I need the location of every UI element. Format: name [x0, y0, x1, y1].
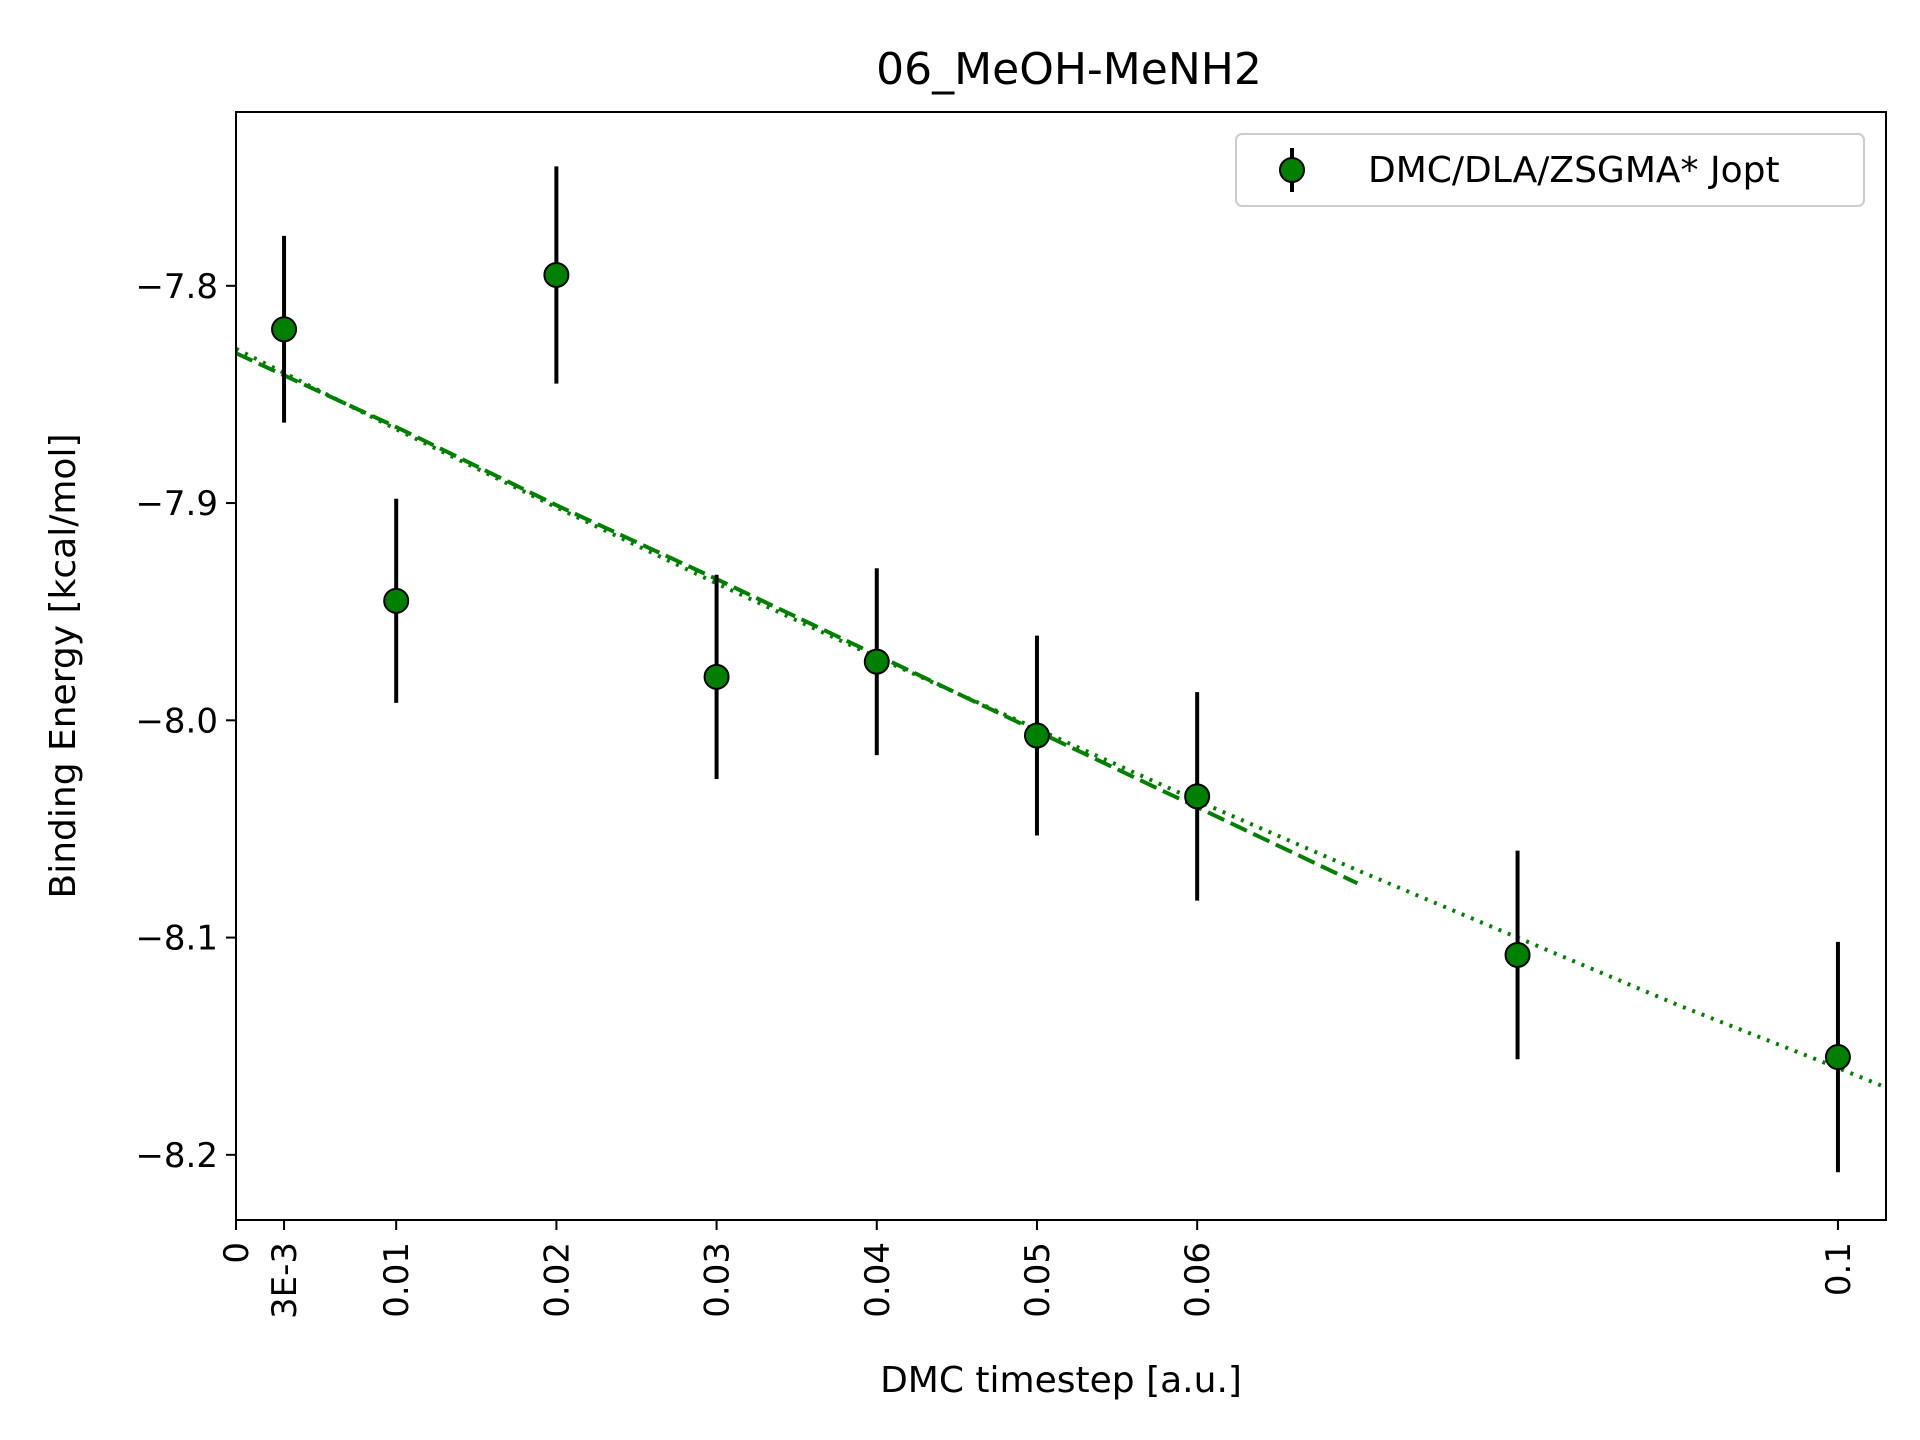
legend-label: DMC/DLA/ZSGMA* Jopt: [1368, 150, 1780, 191]
plot-frame: [235, 111, 1887, 1221]
y-tick-label: −8.2: [135, 1136, 218, 1176]
x-tick-label: 0.03: [698, 1242, 738, 1318]
y-axis: −7.8 −7.9 −8.0 −8.1 −8.2: [135, 267, 236, 1176]
y-tick-label: −7.9: [135, 484, 218, 524]
data-point: [1023, 722, 1050, 749]
data-point: [543, 261, 570, 288]
y-tick-label: −8.1: [135, 919, 218, 959]
x-tick-label: 0.1: [1819, 1242, 1859, 1296]
data-point: [271, 316, 298, 343]
x-tick-label: 0.06: [1178, 1242, 1218, 1318]
plot-area: [235, 166, 1887, 1173]
data-point: [383, 587, 410, 614]
legend-frame: [1235, 133, 1865, 207]
data-point: [703, 663, 730, 690]
data-point: [1184, 783, 1211, 810]
chart-title: 06_MeOH-MeNH2: [876, 44, 1262, 95]
legend: DMC/DLA/ZSGMA* Jopt: [1235, 133, 1865, 207]
y-tick-label: −8.0: [135, 701, 218, 741]
x-axis: 0 3E-3 0.01 0.02 0.03 0.04 0.05 0.06 0.1: [217, 1220, 1859, 1319]
data-point: [863, 648, 890, 675]
legend-marker-swatch: [1279, 157, 1305, 183]
data-point: [1824, 1044, 1851, 1071]
x-tick-label: 0.01: [377, 1242, 417, 1318]
fit-line-dashed: [235, 351, 1359, 886]
x-tick-label: 0.02: [537, 1242, 577, 1318]
x-tick-label: 0.04: [858, 1242, 898, 1318]
x-axis-label: DMC timestep [a.u.]: [880, 1360, 1242, 1401]
y-axis-label: Binding Energy [kcal/mol]: [43, 434, 84, 899]
y-tick-label: −7.8: [135, 267, 218, 307]
x-tick-label: 0.05: [1018, 1242, 1058, 1318]
data-point: [1504, 941, 1531, 968]
x-tick-label: 0: [217, 1242, 257, 1264]
x-tick-label: 3E-3: [265, 1242, 305, 1319]
